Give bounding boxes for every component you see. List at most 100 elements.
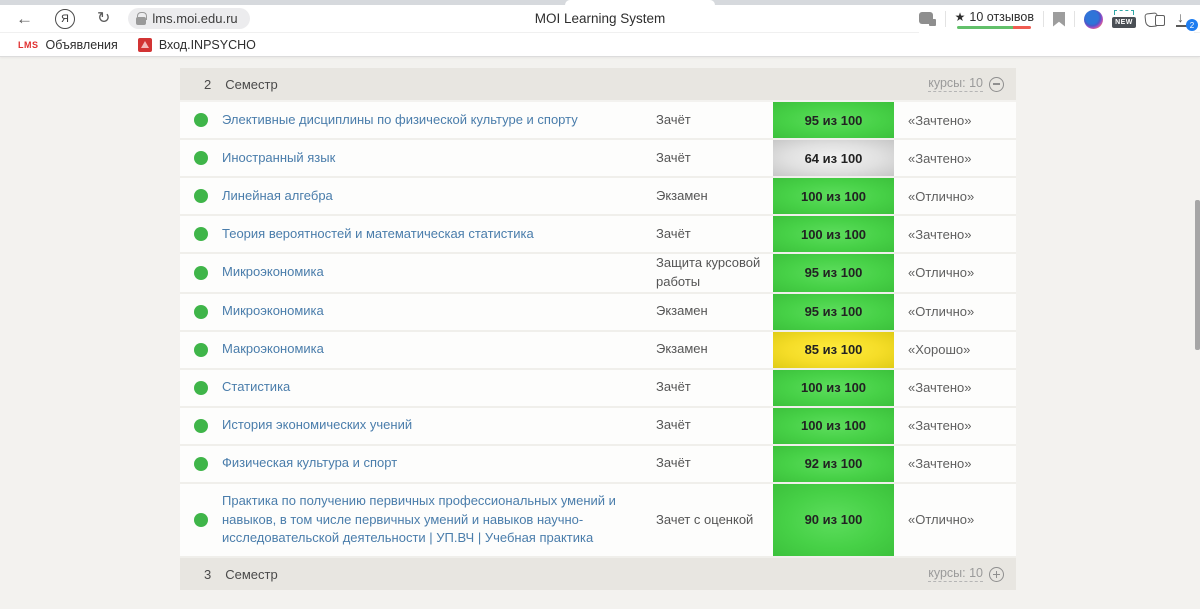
lms-favicon: LMS [18,40,39,50]
collapse-icon[interactable] [989,77,1004,92]
exam-type: Экзамен [656,332,773,368]
course-link[interactable]: Микроэкономика [222,302,324,321]
grade-text: «Отлично» [894,254,1016,292]
page-content: 2 Семестр курсы: 10 Элективные дисциплин… [0,57,1200,590]
status-dot [194,343,208,357]
table-row: Микроэкономика Защита курсовой работы 95… [180,254,1016,294]
score-cell: 90 из 100 [773,484,894,557]
new-badge: NEW [1112,17,1136,28]
semester-table-body: Элективные дисциплины по физической куль… [180,102,1016,558]
yandex-logo-button[interactable]: Я [55,9,75,29]
score-cell: 100 из 100 [773,178,894,214]
scrollbar-thumb[interactable] [1195,200,1200,350]
bookmark-announcements[interactable]: LMS Объявления [12,38,124,52]
status-dot [194,266,208,280]
downloads-button[interactable]: ↓ 2 [1174,9,1194,29]
courses-count-link[interactable]: курсы: 10 [928,76,983,92]
collections-icon[interactable] [1145,11,1165,27]
table-row: Практика по получению первичных професси… [180,484,1016,559]
grade-text: «Зачтено» [894,216,1016,252]
score-cell: 95 из 100 [773,254,894,292]
exam-type: Экзамен [656,178,773,214]
course-link[interactable]: Макроэкономика [222,340,324,359]
status-dot [194,305,208,319]
table-row: Макроэкономика Экзамен 85 из 100 «Хорошо… [180,332,1016,370]
score-cell: 92 из 100 [773,446,894,482]
course-link[interactable]: Статистика [222,378,290,397]
course-link[interactable]: Физическая культура и спорт [222,454,397,473]
status-dot [194,189,208,203]
toolbar-right: 10 отзывов NEW ↓ 2 [919,5,1194,33]
reload-button[interactable]: ↻ [89,11,118,27]
rating-bar [957,26,1031,29]
status-dot [194,513,208,527]
browser-toolbar: ← Я ↻ lms.moi.edu.ru MOI Learning System… [0,5,1200,33]
semester-2-header: 2 Семестр курсы: 10 [180,68,1016,100]
protect-comments-icon[interactable] [919,12,936,26]
table-row: Физическая культура и спорт Зачёт 92 из … [180,446,1016,484]
grade-text: «Отлично» [894,484,1016,557]
reviews-label: 10 отзывов [969,10,1034,24]
score-cell: 95 из 100 [773,294,894,330]
status-dot [194,113,208,127]
score-cell: 100 из 100 [773,370,894,406]
grade-text: «Отлично» [894,294,1016,330]
exam-type: Зачёт [656,370,773,406]
exam-type: Зачёт [656,216,773,252]
grade-text: «Зачтено» [894,446,1016,482]
status-dot [194,381,208,395]
score-cell: 95 из 100 [773,102,894,138]
grade-text: «Зачтено» [894,102,1016,138]
grade-text: «Хорошо» [894,332,1016,368]
grade-text: «Зачтено» [894,408,1016,444]
score-cell: 85 из 100 [773,332,894,368]
score-cell: 100 из 100 [773,408,894,444]
back-button[interactable]: ← [8,10,41,27]
semester-table: 2 Семестр курсы: 10 Элективные дисциплин… [180,68,1016,590]
grade-text: «Зачтено» [894,140,1016,176]
exam-type: Экзамен [656,294,773,330]
course-link[interactable]: Линейная алгебра [222,187,333,206]
bookmark-flag-icon[interactable] [1053,12,1065,27]
reviews-button[interactable]: 10 отзывов [955,10,1034,29]
course-link[interactable]: Микроэкономика [222,263,324,282]
score-cell: 100 из 100 [773,216,894,252]
grade-text: «Зачтено» [894,370,1016,406]
url-text: lms.moi.edu.ru [152,11,237,26]
divider [945,11,946,27]
address-bar[interactable]: lms.moi.edu.ru [128,8,249,29]
course-link[interactable]: Элективные дисциплины по физической куль… [222,111,578,130]
table-row: Статистика Зачёт 100 из 100 «Зачтено» [180,370,1016,408]
exam-type: Зачёт [656,102,773,138]
course-link[interactable]: Теория вероятностей и математическая ста… [222,225,534,244]
score-cell: 64 из 100 [773,140,894,176]
exam-type: Зачёт [656,408,773,444]
bookmark-inpsycho[interactable]: Вход.INPSYCHO [132,38,262,52]
status-dot [194,227,208,241]
divider [1043,11,1044,27]
inpsycho-favicon [138,38,152,52]
divider [1074,11,1075,27]
semester-3-header: 3 Семестр курсы: 10 [180,558,1016,590]
grade-text: «Отлично» [894,178,1016,214]
status-dot [194,457,208,471]
download-arrow-icon: ↓ [1177,9,1184,25]
exam-type: Зачет с оценкой [656,484,773,557]
course-link[interactable]: Практика по получению первичных професси… [222,492,638,549]
table-row: Элективные дисциплины по физической куль… [180,102,1016,140]
course-link[interactable]: История экономических учений [222,416,412,435]
lock-icon [136,12,146,25]
courses-count-link[interactable]: курсы: 10 [928,566,983,582]
table-row: История экономических учений Зачёт 100 и… [180,408,1016,446]
table-row: Линейная алгебра Экзамен 100 из 100 «Отл… [180,178,1016,216]
exam-type: Защита курсовой работы [656,254,773,292]
status-dot [194,419,208,433]
table-row: Теория вероятностей и математическая ста… [180,216,1016,254]
downloads-badge: 2 [1186,19,1198,31]
status-dot [194,151,208,165]
course-link[interactable]: Иностранный язык [222,149,335,168]
extension-sphere-icon[interactable] [1084,10,1103,29]
extension-new-icon[interactable]: NEW [1112,10,1136,28]
bookmarks-bar: LMS Объявления Вход.INPSYCHO [0,33,1200,57]
expand-icon[interactable] [989,567,1004,582]
